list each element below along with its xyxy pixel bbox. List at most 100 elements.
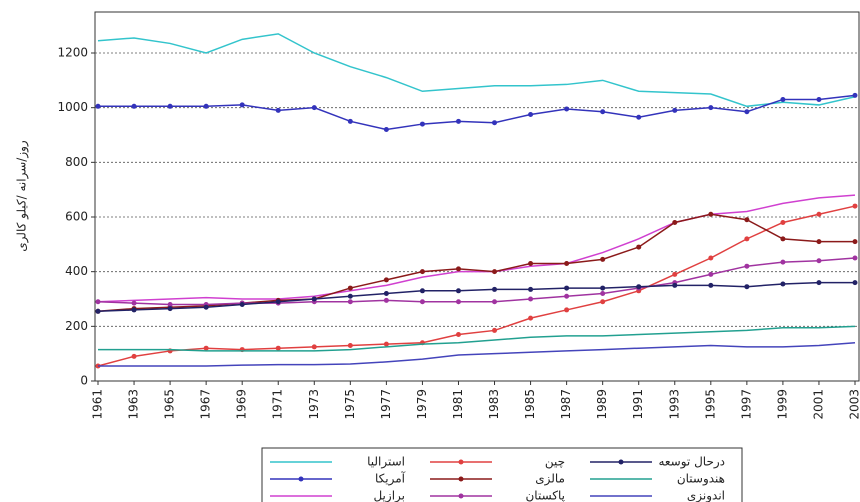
legend-marker (458, 476, 464, 482)
x-tick-label: 1997 (739, 389, 753, 420)
legend-label: چین (545, 455, 565, 470)
series-line (97, 205, 856, 367)
point (708, 211, 714, 217)
legend-marker (618, 459, 624, 465)
point (455, 299, 461, 305)
point (131, 103, 137, 109)
y-tick-label: 200 (65, 319, 88, 333)
point (672, 219, 678, 225)
x-tick-label: 1965 (163, 389, 177, 420)
point (780, 259, 786, 265)
series-line (97, 33, 856, 108)
point (600, 256, 606, 262)
x-tick-label: 1981 (451, 389, 465, 420)
y-tick-label: 600 (65, 210, 88, 224)
x-tick-label: 1975 (343, 389, 357, 420)
point (852, 280, 858, 286)
point (708, 255, 714, 261)
x-tick-label: 1969 (235, 389, 249, 420)
series-line (98, 341, 856, 367)
point (203, 103, 209, 109)
legend-label: هندوستان (677, 472, 725, 487)
point (744, 284, 750, 290)
x-tick-label: 1973 (307, 389, 321, 420)
point (131, 307, 137, 313)
point (780, 96, 786, 102)
point (564, 293, 570, 299)
x-tick-label: 1971 (271, 389, 285, 420)
point (275, 299, 281, 305)
point (203, 345, 209, 351)
point (564, 285, 570, 291)
series-line (97, 257, 856, 306)
point (852, 92, 858, 98)
point (744, 263, 750, 269)
series-line (97, 194, 856, 303)
y-tick-label: 1000 (57, 100, 88, 114)
point (239, 301, 245, 307)
point (744, 109, 750, 115)
plot-area (94, 11, 860, 382)
x-tick-label: 1991 (631, 389, 645, 420)
point (600, 285, 606, 291)
legend-marker (298, 476, 304, 482)
point (492, 299, 498, 305)
point (492, 286, 498, 292)
x-tick-label: 1977 (379, 389, 393, 420)
point (672, 271, 678, 277)
point (708, 105, 714, 111)
x-tick-label: 1961 (91, 389, 105, 420)
legend-label: مالزی (535, 472, 565, 487)
point (419, 299, 425, 305)
point (816, 280, 822, 286)
point (95, 308, 101, 314)
series-line (98, 325, 856, 352)
series-line (97, 281, 855, 313)
x-tick-label: 1989 (595, 389, 609, 420)
x-tick-label: 1993 (667, 389, 681, 420)
x-tick-label: 1983 (487, 389, 501, 420)
legend-label: آمریکا (375, 471, 406, 487)
x-tick-label: 2003 (848, 389, 860, 420)
point (311, 296, 317, 302)
point (167, 306, 173, 312)
point (780, 219, 786, 225)
point (816, 96, 822, 102)
point (672, 282, 678, 288)
point (528, 112, 534, 117)
point (528, 315, 534, 321)
y-tick-label: 800 (65, 155, 88, 169)
point (852, 255, 858, 261)
point (455, 332, 461, 338)
point (816, 211, 822, 217)
point (275, 107, 281, 113)
point (419, 121, 425, 127)
legend-label: درحال توسعه (658, 455, 725, 470)
point (455, 288, 461, 294)
point (780, 236, 786, 242)
point (383, 341, 389, 347)
point (708, 271, 714, 277)
point (492, 120, 498, 126)
point (492, 269, 498, 275)
point (311, 344, 317, 350)
point (347, 342, 353, 348)
x-tick-label: 1967 (199, 389, 213, 420)
legend-label: استرالیا (367, 455, 405, 470)
point (95, 299, 101, 305)
x-tick-label: 1987 (559, 389, 573, 420)
point (167, 103, 173, 109)
point (780, 281, 786, 287)
y-tick-label: 0 (80, 374, 88, 388)
point (816, 258, 822, 264)
point (131, 300, 137, 306)
point (528, 260, 534, 266)
point (528, 296, 534, 302)
point (419, 288, 425, 294)
point (564, 260, 570, 266)
x-tick-label: 1999 (775, 389, 789, 420)
point (383, 277, 389, 283)
y-tick-label: 1200 (57, 46, 88, 60)
point (383, 127, 389, 133)
